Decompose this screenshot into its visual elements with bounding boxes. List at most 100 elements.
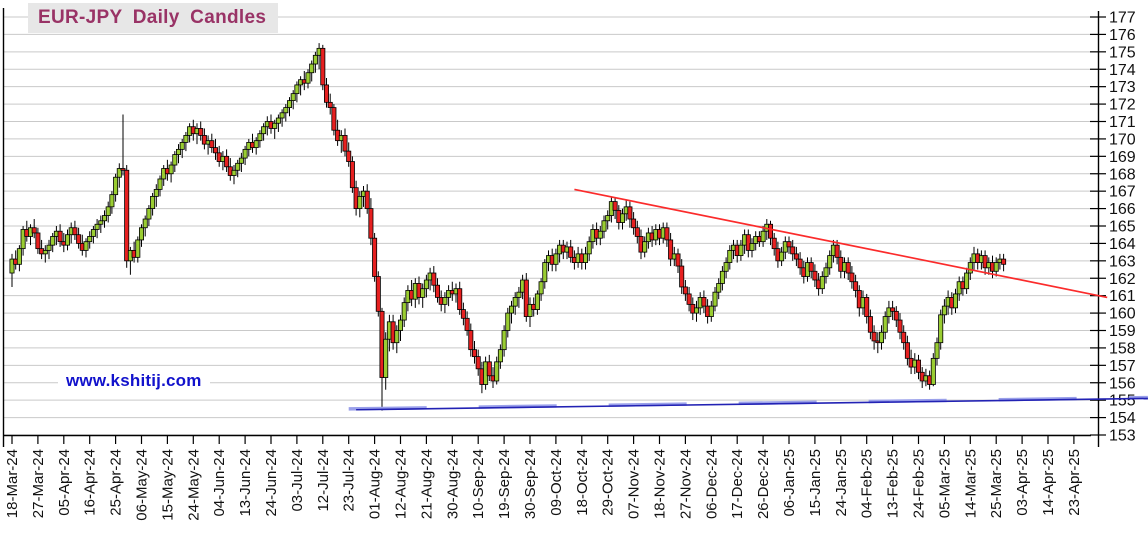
candle — [642, 241, 648, 253]
x-tick-label: 18-Oct-24 — [574, 449, 591, 516]
candle — [627, 206, 633, 220]
candle — [113, 176, 119, 196]
x-tick-label: 23-Apr-25 — [1066, 449, 1083, 516]
x-tick-label: 12-Jul-24 — [315, 449, 332, 512]
x-tick-label: 18-Mar-24 — [4, 449, 21, 518]
candle — [486, 361, 492, 377]
candle — [272, 122, 278, 129]
candle — [357, 195, 363, 209]
y-tick-label: 162 — [1109, 271, 1136, 288]
candle — [867, 316, 873, 333]
candle — [701, 297, 707, 307]
candle — [819, 276, 825, 290]
candle — [231, 169, 237, 176]
candle — [397, 319, 403, 331]
candle — [401, 302, 407, 321]
x-tick-label: 06-Jan-25 — [781, 449, 798, 517]
candle — [42, 249, 48, 255]
candle — [786, 241, 792, 248]
candle — [853, 281, 859, 291]
candle — [394, 330, 400, 344]
candle — [153, 189, 159, 197]
candle — [738, 244, 744, 257]
x-tick-label: 06-Dec-24 — [703, 449, 720, 519]
candle — [57, 230, 63, 243]
candle — [105, 206, 111, 216]
candle — [16, 248, 22, 265]
x-tick-label: 15-May-24 — [159, 449, 176, 521]
candle — [420, 288, 426, 298]
candle — [505, 312, 511, 331]
candle — [98, 220, 104, 225]
candle — [442, 297, 448, 305]
y-tick-label: 157 — [1109, 358, 1136, 375]
candle — [727, 249, 733, 263]
candle — [938, 314, 944, 344]
candle — [423, 279, 429, 290]
candle — [198, 128, 204, 136]
candle — [497, 349, 503, 363]
x-tick-label: 24-May-24 — [185, 449, 202, 521]
candle — [597, 230, 603, 239]
candle — [431, 272, 437, 286]
candle — [897, 319, 903, 333]
candle — [664, 227, 670, 241]
candle — [930, 357, 936, 385]
x-tick-label: 04-Feb-25 — [859, 449, 876, 518]
candle — [631, 218, 637, 229]
candle — [1001, 258, 1007, 265]
x-tick-label: 03-Jul-24 — [289, 449, 306, 512]
candle — [309, 63, 315, 74]
candle — [516, 291, 522, 298]
candle — [94, 223, 100, 230]
candle — [612, 201, 618, 211]
candle — [542, 262, 548, 283]
candle — [620, 213, 626, 223]
x-tick-label: 23-Jul-24 — [341, 449, 358, 512]
candle — [882, 316, 888, 333]
candle — [827, 255, 833, 269]
y-tick-label: 172 — [1109, 97, 1136, 114]
candle — [512, 297, 518, 307]
x-tick-label: 26-Dec-24 — [755, 449, 772, 519]
candle — [864, 297, 870, 317]
candle — [31, 227, 37, 234]
candle — [893, 310, 899, 321]
candle — [967, 262, 973, 274]
candle — [142, 218, 148, 229]
y-tick-label: 176 — [1109, 27, 1136, 44]
candle — [261, 126, 267, 135]
candle — [964, 272, 970, 290]
candle — [941, 305, 947, 316]
y-tick-label: 177 — [1109, 10, 1136, 27]
candle — [464, 317, 470, 331]
candle — [953, 293, 959, 309]
candle — [823, 267, 829, 277]
candle — [46, 244, 52, 251]
x-tick-label: 21-Aug-24 — [418, 449, 435, 519]
candle — [20, 229, 26, 250]
candle — [146, 208, 152, 220]
candle — [116, 168, 122, 178]
candle — [294, 84, 300, 95]
candle — [797, 258, 803, 269]
y-tick-label: 169 — [1109, 149, 1136, 166]
candle — [890, 307, 896, 312]
candle — [65, 234, 71, 246]
candle — [172, 154, 178, 166]
y-tick-label: 167 — [1109, 184, 1136, 201]
candle — [434, 284, 440, 298]
y-tick-label: 166 — [1109, 201, 1136, 218]
candle — [109, 194, 115, 208]
x-tick-label: 24-Jun-24 — [263, 449, 280, 517]
x-tick-label: 27-Mar-24 — [30, 449, 47, 518]
x-tick-label: 05-Mar-25 — [936, 449, 953, 518]
x-tick-label: 25-Apr-24 — [108, 449, 125, 516]
candle — [50, 236, 56, 246]
candle — [120, 168, 126, 171]
candle — [349, 161, 355, 189]
candle — [808, 262, 814, 272]
candle — [224, 155, 230, 168]
x-tick-label: 30-Aug-24 — [444, 449, 461, 519]
candle — [138, 227, 144, 241]
